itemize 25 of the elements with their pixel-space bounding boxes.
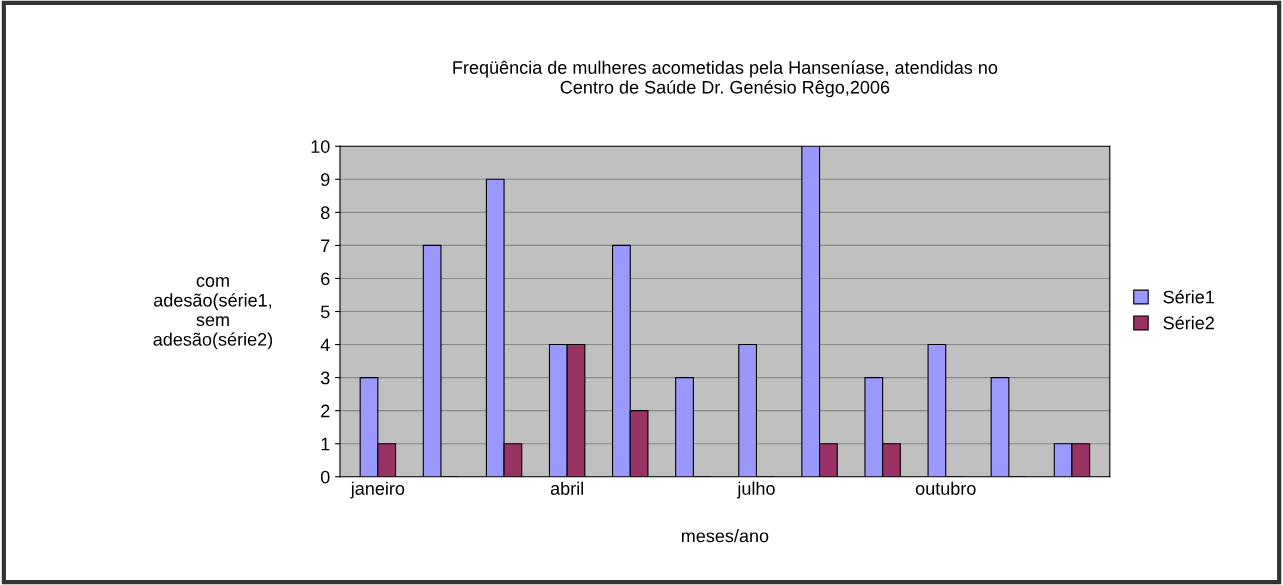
x-tick-label: abril — [550, 481, 583, 495]
legend-label: Série1 — [1163, 289, 1214, 304]
y-tick-label: 5 — [320, 305, 330, 319]
y-tick-label: 4 — [320, 338, 330, 352]
y-tick-label: 6 — [321, 272, 330, 286]
x-tick-label: julho — [736, 481, 775, 499]
bar — [927, 344, 947, 477]
x-tick-label: janeiro — [350, 481, 405, 499]
y-tick-label: 8 — [321, 206, 330, 220]
chart-title: Freqüência de mulheres acometidas pela Hanseníase, atendidas no Centro de Saúde Dr. Genésio Rêgo,2006 — [453, 60, 998, 98]
y-axis-title: com adesão(série1, sem adesão(série2) — [153, 277, 273, 350]
y-tick-label: 0 — [320, 470, 330, 484]
x-axis-title: meses/ano — [681, 529, 769, 543]
bar — [990, 377, 1010, 477]
legend-label: Série2 — [1163, 315, 1214, 330]
bar — [675, 377, 694, 477]
y-tick-label: 10 — [311, 140, 330, 153]
y-tick-label: 2 — [321, 404, 330, 418]
y-tick-label: 1 — [321, 437, 330, 451]
y-tick-label: 9 — [321, 173, 330, 187]
bar — [422, 244, 442, 477]
x-tick-label: outubro — [915, 481, 976, 495]
y-tick-label: 3 — [320, 371, 330, 385]
y-tick-label: 7 — [321, 239, 330, 252]
bar — [738, 344, 757, 477]
